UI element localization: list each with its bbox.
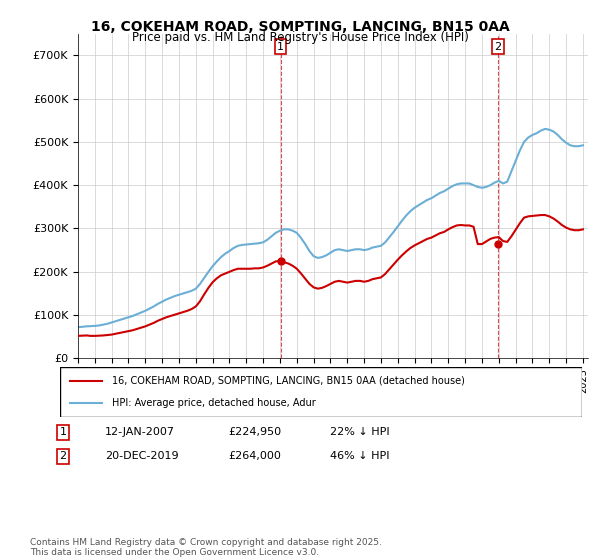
Text: Price paid vs. HM Land Registry's House Price Index (HPI): Price paid vs. HM Land Registry's House … — [131, 31, 469, 44]
Text: 22% ↓ HPI: 22% ↓ HPI — [330, 427, 389, 437]
Text: 16, COKEHAM ROAD, SOMPTING, LANCING, BN15 0AA (detached house): 16, COKEHAM ROAD, SOMPTING, LANCING, BN1… — [112, 376, 465, 386]
Text: 2: 2 — [494, 41, 502, 52]
Text: 12-JAN-2007: 12-JAN-2007 — [105, 427, 175, 437]
Text: 16, COKEHAM ROAD, SOMPTING, LANCING, BN15 0AA: 16, COKEHAM ROAD, SOMPTING, LANCING, BN1… — [91, 20, 509, 34]
Text: 20-DEC-2019: 20-DEC-2019 — [105, 451, 179, 461]
Text: HPI: Average price, detached house, Adur: HPI: Average price, detached house, Adur — [112, 398, 316, 408]
Text: 1: 1 — [277, 41, 284, 52]
Text: £224,950: £224,950 — [228, 427, 281, 437]
Text: Contains HM Land Registry data © Crown copyright and database right 2025.
This d: Contains HM Land Registry data © Crown c… — [30, 538, 382, 557]
Text: 1: 1 — [59, 427, 67, 437]
Text: 2: 2 — [59, 451, 67, 461]
Text: £264,000: £264,000 — [228, 451, 281, 461]
FancyBboxPatch shape — [60, 367, 582, 417]
Text: 46% ↓ HPI: 46% ↓ HPI — [330, 451, 389, 461]
